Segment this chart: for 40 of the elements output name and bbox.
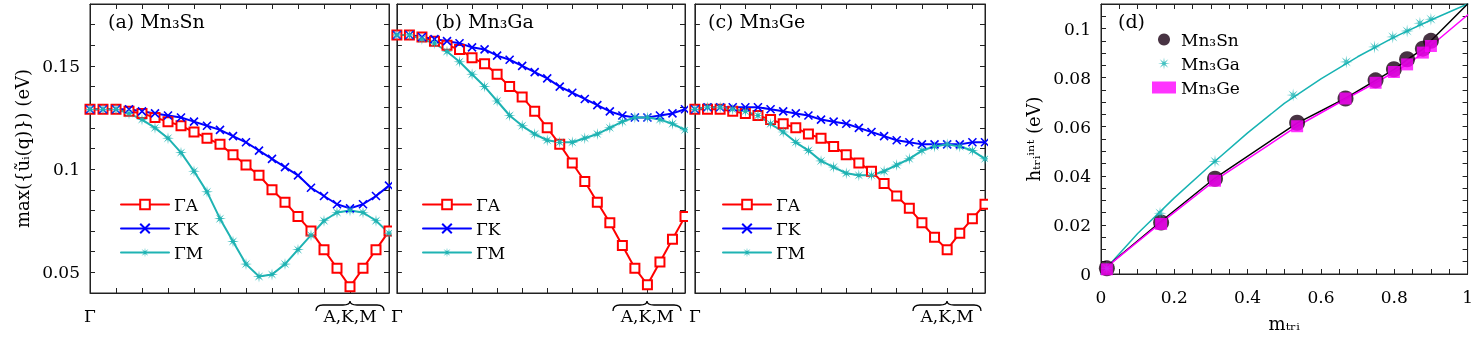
y-axis-title: max({ũᵢ(q)}) (eV)	[11, 68, 33, 229]
legend-label: Mn₃Sn	[1181, 29, 1239, 50]
y-tick-label: 0.1	[52, 159, 80, 180]
legend-label: ΓM	[776, 242, 806, 263]
legend-label: ΓK	[174, 218, 199, 239]
y-tick-label: 0.1	[1063, 18, 1091, 39]
x-tick-label: A,K,M	[919, 305, 974, 326]
chart-title: (b) Mn₃Ga	[435, 9, 534, 32]
legend-label: Mn₃Ge	[1181, 77, 1240, 98]
legend-label: ΓA	[776, 194, 801, 215]
y-tick-label: 0.05	[42, 262, 80, 283]
legend-label: ΓA	[174, 194, 199, 215]
x-tick-label: 0.4	[1234, 286, 1262, 307]
legend-label: ΓK	[776, 218, 801, 239]
x-tick-label: 0.2	[1160, 286, 1188, 307]
x-tick-label: Γ	[391, 305, 403, 326]
y-tick-label: 0.15	[42, 55, 80, 76]
y-tick-label: 0	[1080, 264, 1091, 284]
x-tick-label: Γ	[689, 305, 701, 326]
legend-label: Mn₃Ga	[1181, 53, 1240, 74]
legend-label: ΓK	[476, 218, 501, 239]
y-tick-label: 0.04	[1053, 165, 1091, 186]
y-tick-label: 0.02	[1053, 214, 1091, 235]
chart-title: (a) Mn₃Sn	[108, 9, 205, 32]
x-tick-label: A,K,M	[322, 305, 377, 326]
x-tick-label: 0.6	[1307, 286, 1335, 307]
chart-title: (d)	[1118, 9, 1145, 32]
x-tick-label: 1	[1462, 286, 1474, 307]
y-axis-title: hₜᵣᵢⁱⁿᵗ (eV)	[1022, 96, 1044, 182]
legend-label: ΓM	[174, 242, 204, 263]
x-tick-label: 0.8	[1380, 286, 1408, 307]
x-tick-label: 0	[1095, 286, 1107, 307]
x-axis-title: mₜᵣᵢ	[1268, 312, 1301, 334]
y-tick-label: 0.06	[1053, 116, 1091, 137]
x-tick-label: A,K,M	[619, 305, 675, 326]
chart-title: (c) Mn₃Ge	[708, 9, 806, 32]
legend-label: ΓM	[476, 242, 506, 263]
legend-label: ΓA	[476, 194, 501, 215]
x-tick-label: Γ	[84, 305, 97, 326]
y-tick-label: 0.08	[1053, 67, 1091, 88]
